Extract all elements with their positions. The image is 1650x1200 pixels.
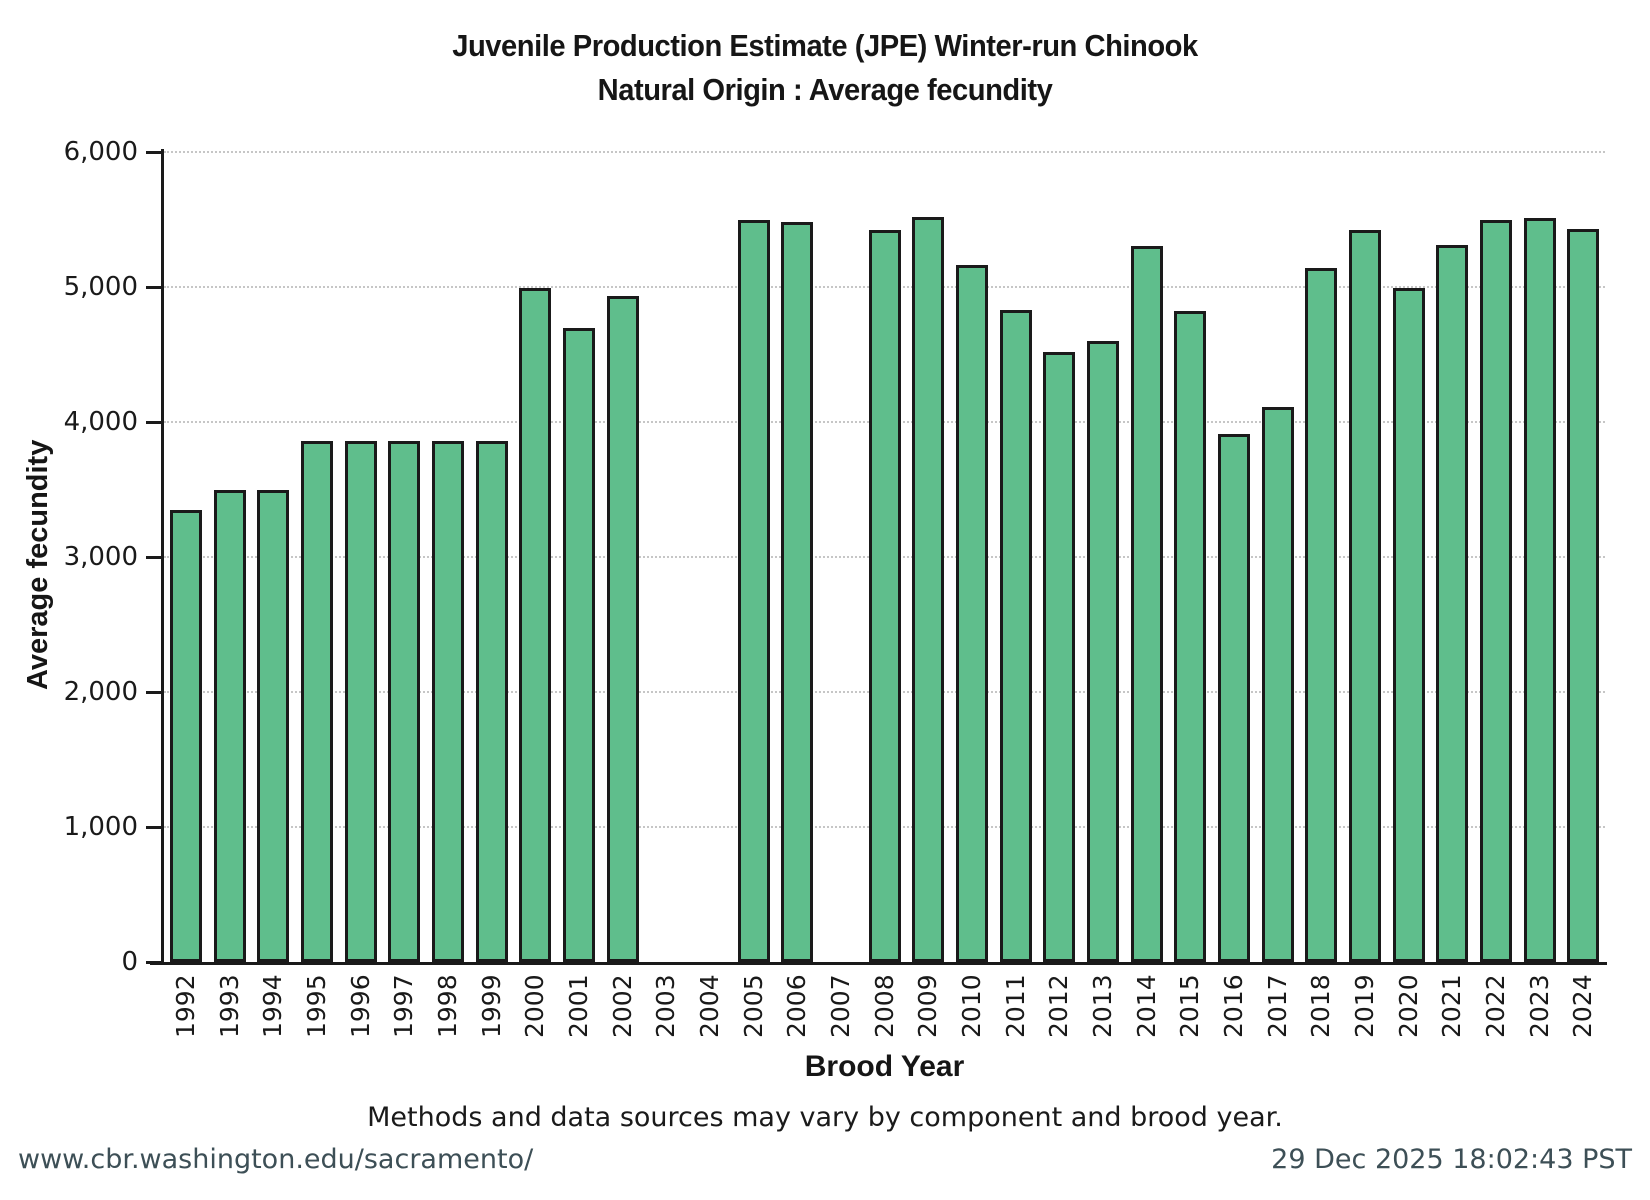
plot-area — [164, 151, 1605, 962]
y-tick-2000 — [146, 690, 161, 694]
bar-2002 — [606, 296, 639, 962]
gridline-6000 — [164, 151, 1605, 153]
bar-2008 — [868, 229, 901, 962]
bar-2000 — [519, 288, 552, 962]
y-tick-5000 — [146, 285, 161, 289]
bar-1997 — [388, 440, 421, 962]
bar-2006 — [781, 222, 814, 962]
bar-2012 — [1043, 352, 1076, 962]
bar-2021 — [1436, 245, 1469, 962]
y-tick-4000 — [146, 420, 161, 424]
bar-1999 — [475, 440, 508, 962]
chart-title-line1: Juvenile Production Estimate (JPE) Winte… — [452, 28, 1198, 63]
y-tick-label-6000: 6,000 — [63, 137, 138, 167]
bar-2017 — [1261, 407, 1294, 962]
y-tick-label-2000: 2,000 — [63, 677, 138, 707]
y-tick-label-3000: 3,000 — [63, 542, 138, 572]
caption: Methods and data sources may vary by com… — [367, 1102, 1283, 1133]
y-axis-line — [161, 149, 164, 965]
bar-2009 — [912, 216, 945, 962]
bar-2015 — [1174, 311, 1207, 962]
x-axis-title: Brood Year — [804, 1050, 965, 1083]
y-tick-label-0: 0 — [121, 947, 138, 977]
bar-2022 — [1479, 219, 1512, 962]
bar-2023 — [1523, 218, 1556, 962]
footer-timestamp: 29 Dec 2025 18:02:43 PST — [1271, 1144, 1632, 1175]
y-tick-label-4000: 4,000 — [63, 407, 138, 437]
bar-2010 — [955, 265, 988, 962]
y-tick-3000 — [146, 555, 161, 559]
bar-2013 — [1086, 341, 1119, 962]
bar-1995 — [300, 440, 333, 962]
bar-1993 — [213, 489, 246, 962]
bar-2020 — [1392, 288, 1425, 962]
bar-1992 — [169, 509, 202, 962]
chart-title-line2: Natural Origin : Average fecundity — [597, 72, 1053, 107]
bar-1994 — [257, 489, 290, 962]
bar-2001 — [562, 327, 595, 962]
bar-2016 — [1217, 434, 1250, 962]
bar-1998 — [431, 440, 464, 962]
chart-title: Juvenile Production Estimate (JPE) Winte… — [50, 24, 1601, 112]
bar-1996 — [344, 440, 377, 962]
bar-2005 — [737, 219, 770, 962]
x-axis-line — [150, 962, 1607, 965]
bar-2011 — [999, 309, 1032, 962]
bar-2019 — [1348, 230, 1381, 962]
bar-2014 — [1130, 245, 1163, 962]
y-tick-1000 — [146, 825, 161, 829]
y-tick-6000 — [146, 150, 161, 154]
y-tick-label-1000: 1,000 — [63, 812, 138, 842]
y-tick-label-5000: 5,000 — [63, 272, 138, 302]
bar-2024 — [1567, 228, 1600, 962]
footer-url: www.cbr.washington.edu/sacramento/ — [18, 1144, 534, 1175]
bar-2018 — [1305, 268, 1338, 962]
